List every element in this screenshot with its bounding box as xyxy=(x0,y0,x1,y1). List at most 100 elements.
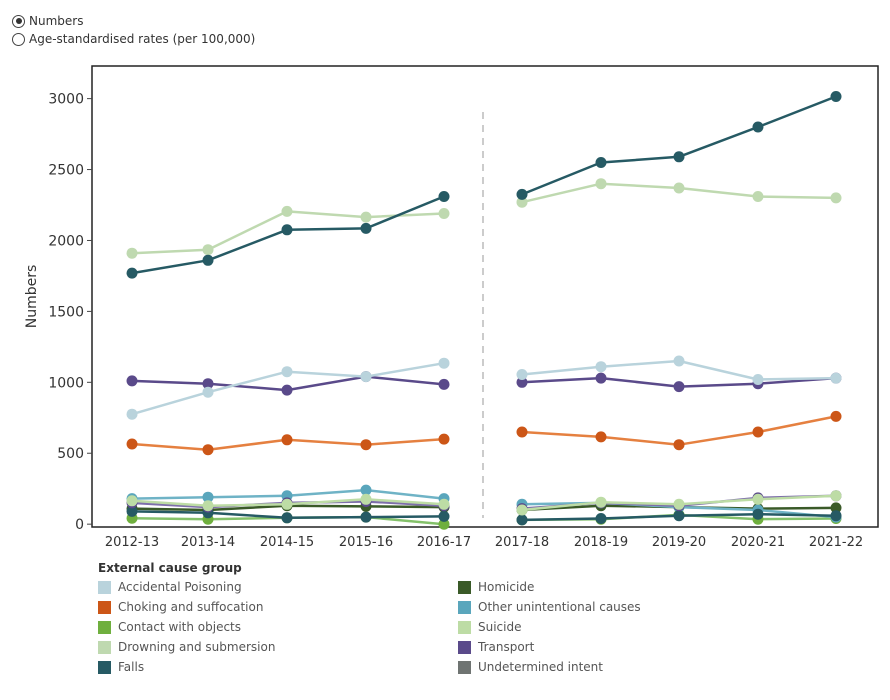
legend-label: Homicide xyxy=(478,580,535,594)
data-point[interactable] xyxy=(595,361,607,373)
legend-item[interactable]: Contact with objects xyxy=(98,619,458,635)
data-point[interactable] xyxy=(516,369,528,380)
legend-swatch xyxy=(458,660,471,674)
data-point[interactable] xyxy=(438,191,450,202)
legend-grid: Accidental Poisoning Homicide Choking and … xyxy=(98,579,718,675)
data-point[interactable] xyxy=(830,410,842,422)
data-point[interactable] xyxy=(126,505,138,517)
data-point[interactable] xyxy=(595,513,607,524)
data-point[interactable] xyxy=(281,205,293,217)
data-point[interactable] xyxy=(673,498,685,510)
data-point[interactable] xyxy=(673,182,685,194)
data-point[interactable] xyxy=(673,151,685,163)
data-point[interactable] xyxy=(516,504,528,516)
legend-item[interactable]: Homicide xyxy=(458,579,718,595)
data-point[interactable] xyxy=(752,493,764,505)
data-point[interactable] xyxy=(281,434,293,446)
data-point[interactable] xyxy=(752,508,764,520)
legend-item[interactable]: Suicide xyxy=(458,619,718,635)
radio-numbers-indicator[interactable] xyxy=(12,14,25,28)
legend-item[interactable]: Drowning and submersion xyxy=(98,639,458,655)
data-point[interactable] xyxy=(126,267,138,279)
data-point[interactable] xyxy=(595,178,607,190)
data-point[interactable] xyxy=(360,371,372,383)
radio-age-standardised[interactable]: Age-standardised rates (per 100,000) xyxy=(12,30,255,48)
data-point[interactable] xyxy=(595,157,607,168)
legend-item[interactable]: Transport xyxy=(458,639,718,655)
data-point[interactable] xyxy=(438,433,450,445)
legend-swatch xyxy=(98,640,111,654)
data-point[interactable] xyxy=(830,490,842,502)
data-point[interactable] xyxy=(126,375,138,387)
plot-frame xyxy=(91,65,879,528)
data-point[interactable] xyxy=(360,511,372,523)
data-point[interactable] xyxy=(281,384,293,396)
data-point[interactable] xyxy=(673,510,685,522)
data-point[interactable] xyxy=(595,372,607,384)
data-point[interactable] xyxy=(673,439,685,451)
data-point[interactable] xyxy=(360,484,372,496)
data-point[interactable] xyxy=(438,510,450,522)
data-point[interactable] xyxy=(126,408,138,420)
radio-age-standardised-label: Age-standardised rates (per 100,000) xyxy=(29,32,256,46)
legend-swatch xyxy=(98,620,111,634)
legend-item[interactable]: Accidental Poisoning xyxy=(98,579,458,595)
data-point[interactable] xyxy=(516,426,528,438)
legend-label: Transport xyxy=(478,640,535,654)
radio-age-standardised-indicator[interactable] xyxy=(12,32,25,46)
data-point[interactable] xyxy=(202,254,214,266)
data-point[interactable] xyxy=(438,498,450,510)
data-point[interactable] xyxy=(360,439,372,451)
y-tick-label: 2000 xyxy=(48,233,84,249)
data-point[interactable] xyxy=(752,191,764,202)
data-point[interactable] xyxy=(673,355,685,367)
data-point[interactable] xyxy=(126,438,138,450)
legend-item[interactable]: Undetermined intent xyxy=(458,659,718,675)
data-point[interactable] xyxy=(830,510,842,522)
data-point[interactable] xyxy=(830,91,842,102)
data-point[interactable] xyxy=(202,378,214,390)
legend-label: Drowning and submersion xyxy=(118,640,276,654)
data-point[interactable] xyxy=(595,496,607,508)
data-point[interactable] xyxy=(126,247,138,259)
legend-title: External cause group xyxy=(98,561,242,575)
legend-item[interactable]: Falls xyxy=(98,659,458,675)
data-point[interactable] xyxy=(438,518,450,530)
legend-label: Falls xyxy=(118,660,145,674)
radio-numbers[interactable]: Numbers xyxy=(12,12,255,30)
data-point[interactable] xyxy=(281,366,293,378)
data-point[interactable] xyxy=(516,514,528,526)
data-point[interactable] xyxy=(360,222,372,234)
legend-item[interactable]: Choking and suffocation xyxy=(98,599,458,615)
data-point[interactable] xyxy=(830,192,842,204)
data-point[interactable] xyxy=(202,500,214,512)
data-point[interactable] xyxy=(438,357,450,369)
data-point[interactable] xyxy=(281,498,293,510)
data-point[interactable] xyxy=(202,386,214,398)
data-point[interactable] xyxy=(438,208,450,219)
data-point[interactable] xyxy=(281,512,293,524)
data-point[interactable] xyxy=(126,495,138,507)
data-point[interactable] xyxy=(752,374,764,385)
data-point[interactable] xyxy=(516,188,528,200)
data-point[interactable] xyxy=(830,502,842,514)
data-point[interactable] xyxy=(595,431,607,443)
data-point[interactable] xyxy=(752,426,764,438)
data-point[interactable] xyxy=(673,381,685,393)
data-point[interactable] xyxy=(281,224,293,236)
data-point[interactable] xyxy=(202,444,214,456)
data-point[interactable] xyxy=(516,196,528,208)
data-point[interactable] xyxy=(202,491,214,503)
legend-swatch xyxy=(98,660,111,674)
data-point[interactable] xyxy=(360,211,372,223)
data-point[interactable] xyxy=(438,378,450,390)
data-point[interactable] xyxy=(830,372,842,384)
data-point[interactable] xyxy=(360,493,372,505)
data-point[interactable] xyxy=(752,121,764,133)
data-point[interactable] xyxy=(202,244,214,256)
legend-item[interactable]: Other unintentional causes xyxy=(458,599,718,615)
x-tick-label: 2020-21 xyxy=(731,535,785,550)
x-tick-label: 2015-16 xyxy=(339,535,393,550)
x-tick-label: 2019-20 xyxy=(652,535,706,550)
data-point[interactable] xyxy=(516,376,528,388)
